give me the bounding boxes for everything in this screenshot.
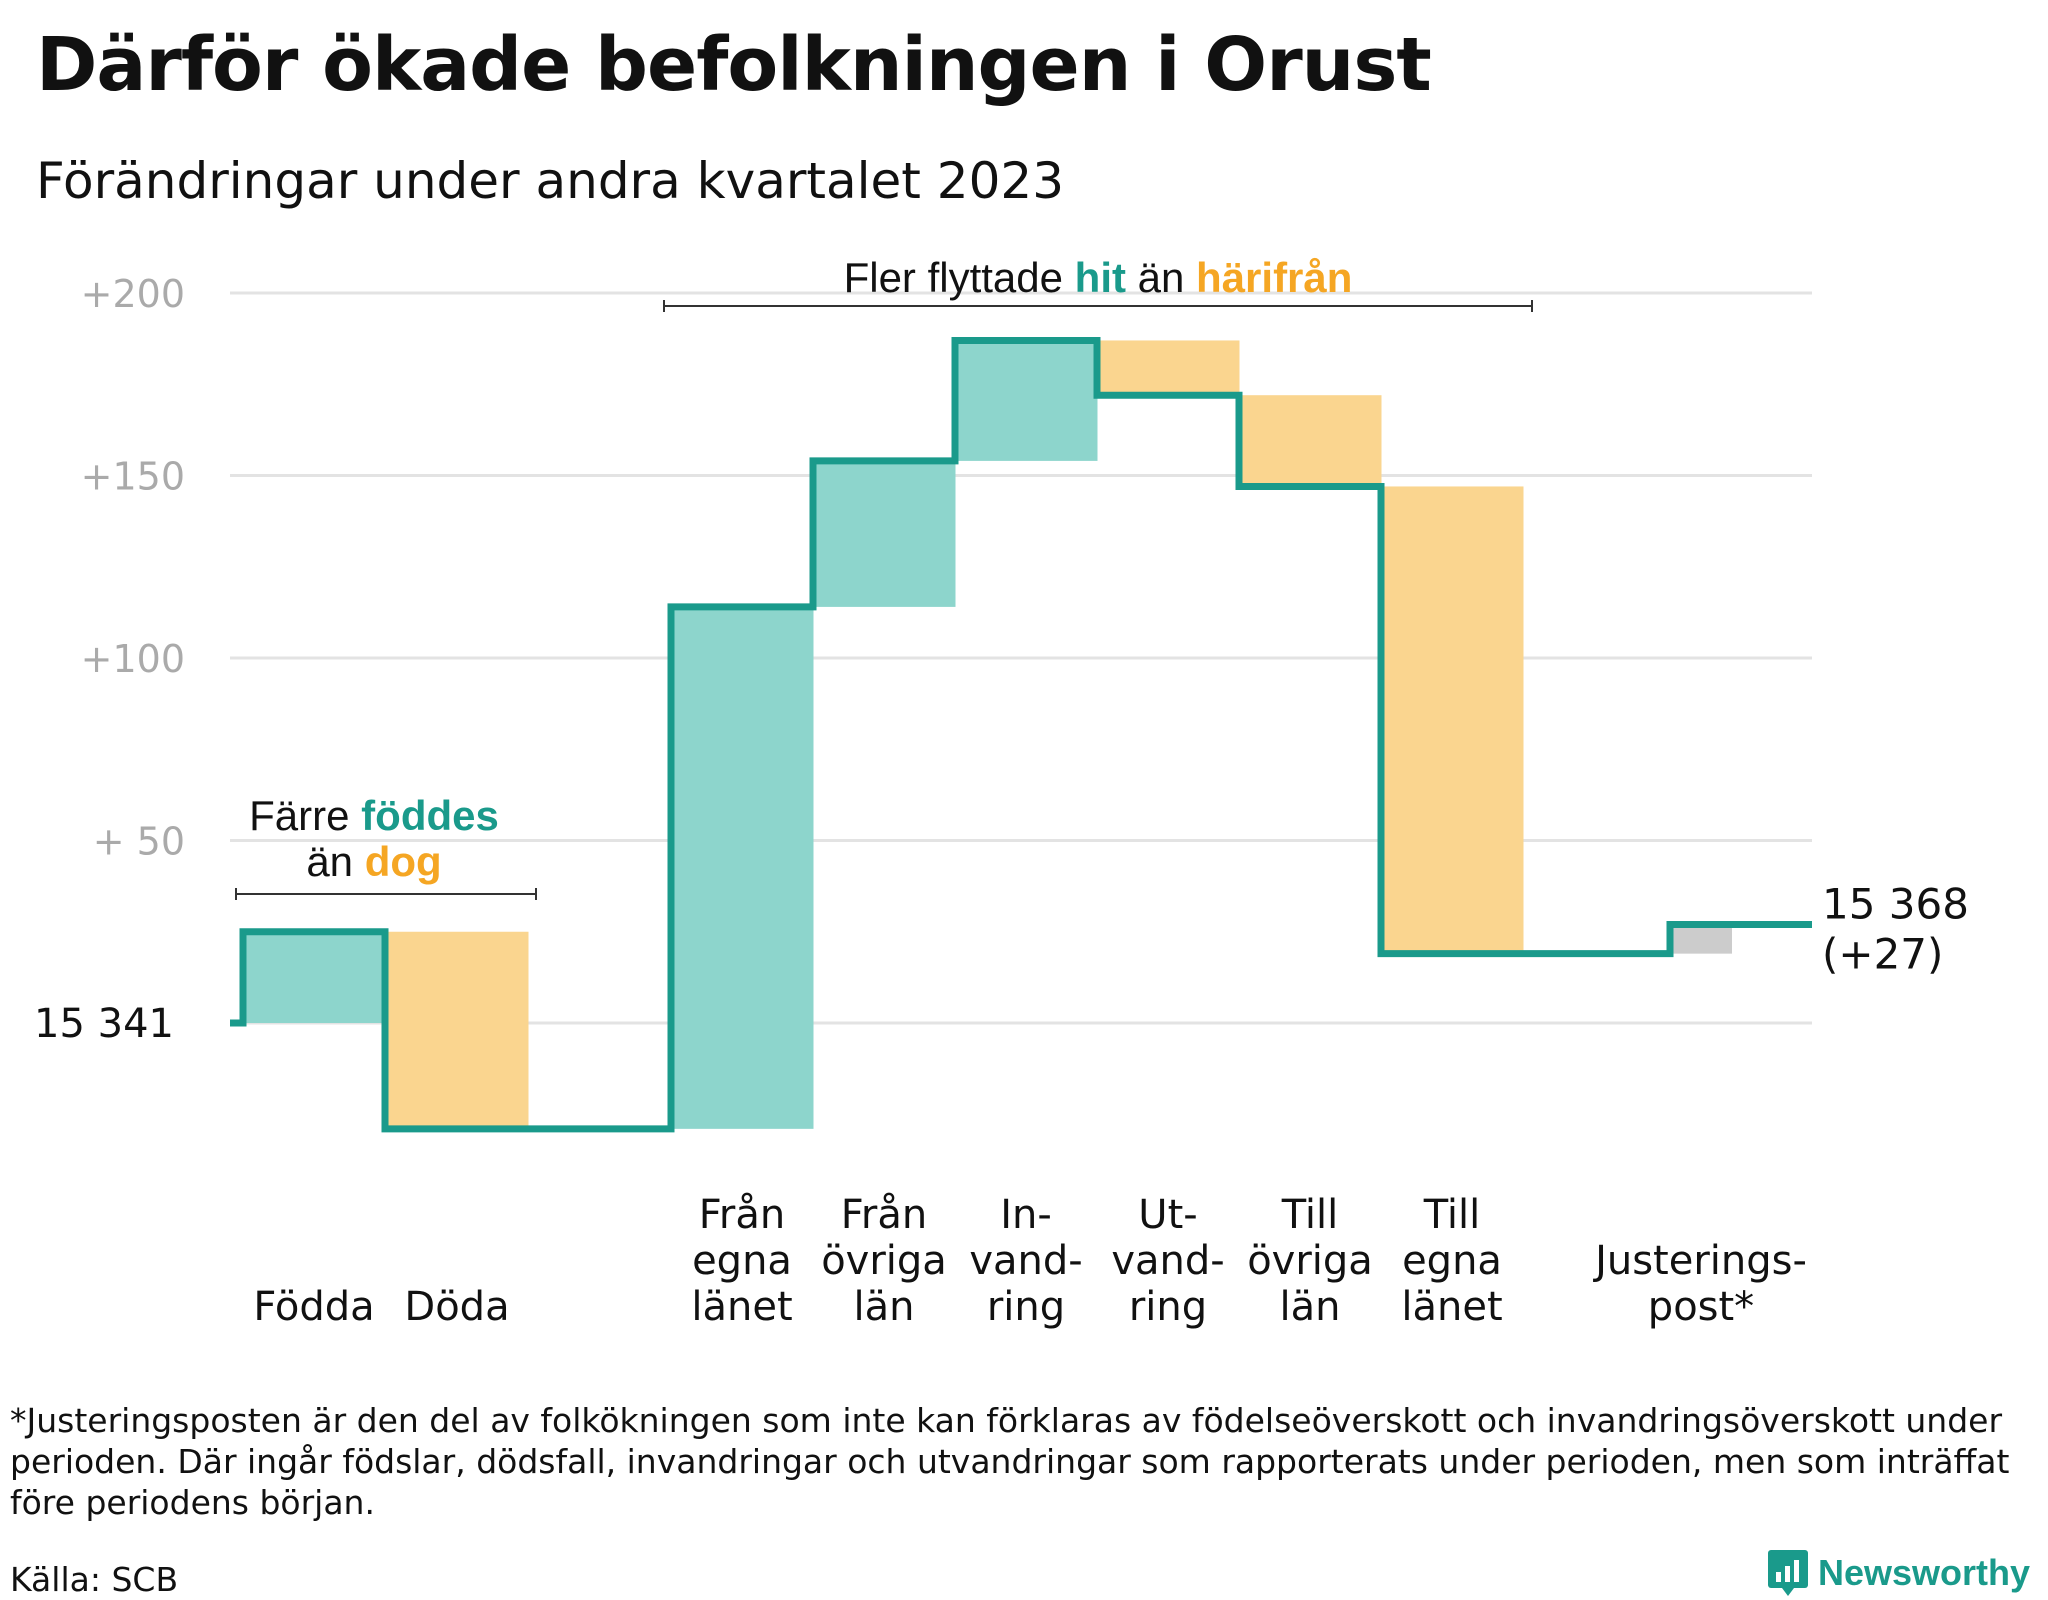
annotation-migration-part: härifrån <box>1196 254 1352 301</box>
annotation-migration-part: än <box>1126 254 1196 301</box>
bar <box>954 340 1098 461</box>
annotation-births-line1: Färre föddes <box>249 792 499 839</box>
bar <box>1238 395 1382 487</box>
category-label: ring <box>1129 1284 1207 1330</box>
footnote: *Justeringsposten är den del av folkökni… <box>10 1401 2010 1522</box>
category-label: Till <box>1423 1192 1481 1238</box>
category-label: post* <box>1648 1284 1754 1330</box>
category-label: Justerings- <box>1592 1238 1807 1284</box>
newsworthy-icon <box>1768 1550 1808 1596</box>
bar <box>1670 924 1732 954</box>
bar <box>812 460 956 607</box>
annotation-births-line2-part: dog <box>365 838 442 885</box>
bar <box>1096 340 1240 396</box>
end-value-label: 15 368 <box>1822 879 1969 928</box>
chart-subtitle: Förändringar under andra kvartalet 2023 <box>36 152 1065 210</box>
y-tick-label: +200 <box>81 272 185 316</box>
category-label: Från <box>841 1192 927 1238</box>
category-label: övriga <box>1247 1238 1373 1284</box>
start-value-label: 15 341 <box>34 1001 174 1047</box>
category-label: Födda <box>253 1284 374 1330</box>
category-label: egna <box>692 1238 792 1284</box>
y-tick-label: +100 <box>81 637 185 681</box>
category-label: länet <box>1401 1284 1502 1330</box>
bar <box>670 606 814 1129</box>
annotation-migration: Fler flyttade hit än härifrån <box>844 254 1353 301</box>
brand-label: Newsworthy <box>1818 1552 2031 1593</box>
category-label: länet <box>691 1284 792 1330</box>
category-label: vand- <box>969 1238 1082 1284</box>
bar <box>385 931 529 1129</box>
category-label: vand- <box>1111 1238 1224 1284</box>
category-label: län <box>854 1284 915 1330</box>
y-tick-label: + 50 <box>93 820 185 864</box>
y-tick-label: +150 <box>81 455 185 499</box>
category-label: Döda <box>404 1284 509 1330</box>
category-label: län <box>1280 1284 1341 1330</box>
category-label: Till <box>1281 1192 1339 1238</box>
category-label: Ut- <box>1138 1192 1197 1238</box>
annotation-births-line1-part: föddes <box>361 792 499 839</box>
bar <box>1380 486 1524 954</box>
step-line <box>230 336 1812 1133</box>
source-label: Källa: SCB <box>10 1560 179 1599</box>
category-label: egna <box>1402 1238 1502 1284</box>
newsworthy-logo: Newsworthy <box>1768 1550 2030 1596</box>
category-label: In- <box>1000 1192 1052 1238</box>
annotation-migration-part: Fler flyttade <box>844 254 1075 301</box>
bar <box>242 931 386 1023</box>
end-change-label: (+27) <box>1822 929 1943 978</box>
annotation-births-line1-part: Färre <box>249 792 361 839</box>
annotation-births-line2: än dog <box>306 838 441 885</box>
chart-title: Därför ökade befolkningen i Orust <box>36 22 1432 108</box>
category-label: Från <box>699 1192 785 1238</box>
annotation-births-line2-part: än <box>306 838 364 885</box>
category-label: ring <box>987 1284 1065 1330</box>
category-label: övriga <box>821 1238 947 1284</box>
annotation-migration-part: hit <box>1075 254 1126 301</box>
